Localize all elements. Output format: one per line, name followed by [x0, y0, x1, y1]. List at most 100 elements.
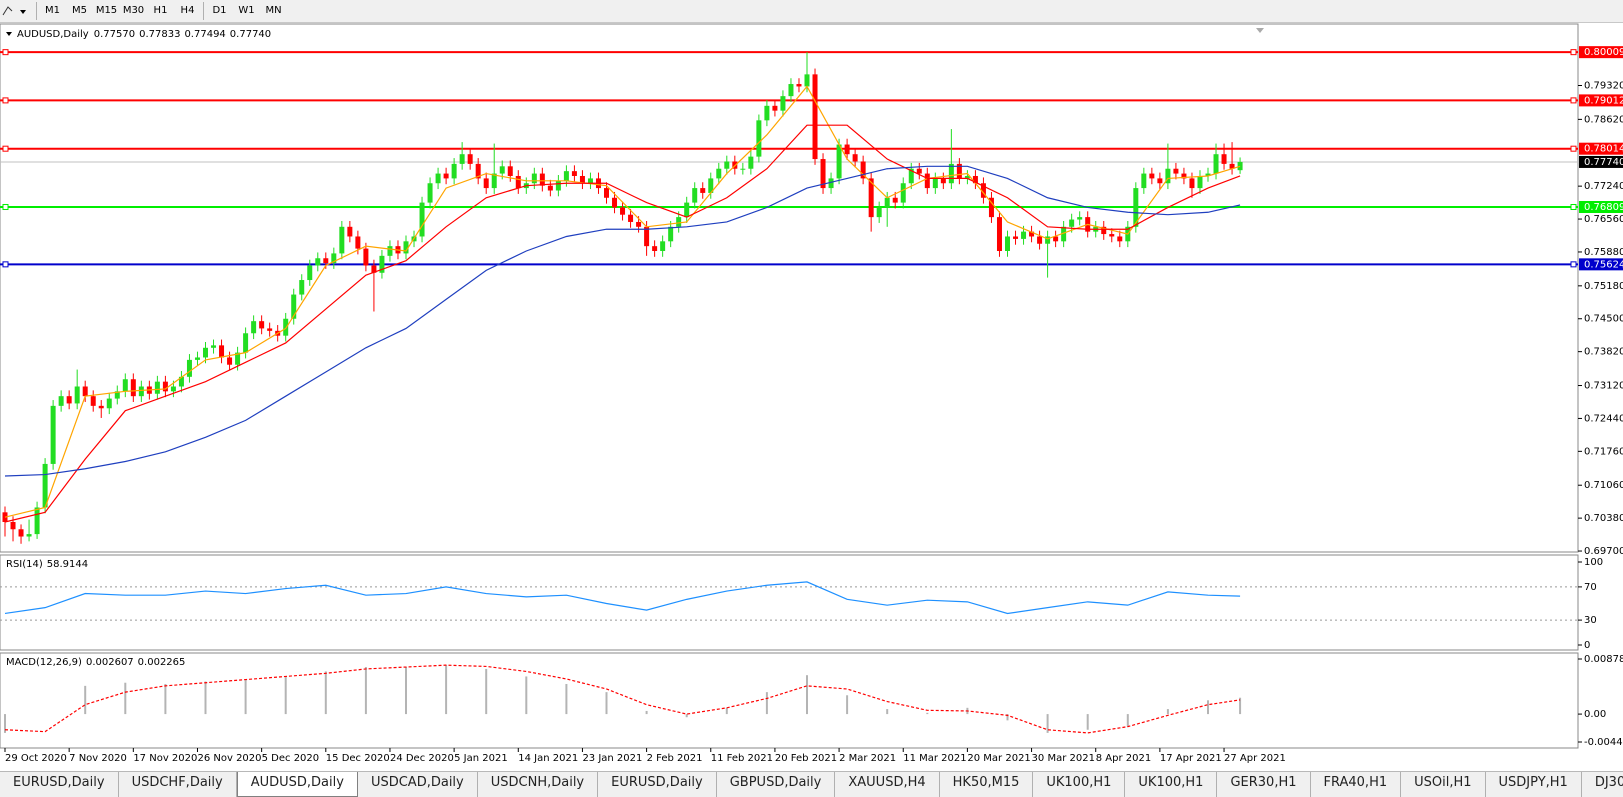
candle-body — [555, 180, 561, 191]
candle-body — [1221, 154, 1227, 164]
y-tick-label: 0.77240 — [1584, 181, 1623, 192]
candle-body — [684, 202, 690, 218]
candle-body — [628, 214, 634, 222]
macd-panel — [0, 652, 1579, 749]
chart-tab[interactable]: XAUUSD,H4 — [835, 772, 940, 797]
chart-tab[interactable]: USDCAD,Daily — [358, 772, 478, 797]
candle-body — [940, 178, 946, 184]
macd-title: MACD(12,26,9) — [6, 657, 82, 668]
candle-body — [660, 241, 666, 251]
level-label: 0.78014 — [1584, 144, 1623, 155]
candle-body — [1061, 226, 1067, 242]
separator — [203, 2, 204, 20]
candle-body — [1229, 163, 1235, 169]
chart-header: AUDUSD,Daily 0.77570 0.77833 0.77494 0.77740 — [17, 29, 271, 40]
candle-body — [668, 226, 674, 242]
chart-tab[interactable]: UK100,H1 — [1033, 772, 1126, 797]
timeframe-button[interactable]: H4 — [180, 5, 195, 16]
candle-body — [547, 185, 553, 191]
chart-tab[interactable]: HK50,M15 — [940, 772, 1034, 797]
candle-body — [499, 166, 505, 174]
candle-body — [708, 178, 714, 193]
moving-average — [4, 85, 1241, 518]
chart-tab[interactable]: UK100,H1 — [1125, 772, 1218, 797]
timeframe-button[interactable]: W1 — [238, 5, 255, 16]
chart-tab[interactable]: GER30,H1 — [1217, 772, 1311, 797]
candle-body — [796, 84, 802, 87]
candle-body — [475, 163, 481, 179]
timeframe-button[interactable]: MN — [265, 5, 282, 16]
timeframe-toolbar: M1 M5 M15 M30 H1 H4 D1 W1 MN — [0, 0, 1623, 23]
symbol: AUDUSD,Daily — [17, 29, 89, 40]
chart-window: AUDUSD,Daily 0.77570 0.77833 0.77494 0.77740… — [0, 23, 1623, 764]
y-tick-label: 0.69700 — [1584, 546, 1623, 557]
timeframe-button[interactable]: M15 — [95, 5, 118, 16]
candle-body — [299, 280, 305, 295]
y-tick-label: 0.71060 — [1584, 480, 1623, 491]
candle-body — [1021, 231, 1027, 239]
chart-tab[interactable]: GBPUSD,Daily — [717, 772, 836, 797]
chart-tab[interactable]: EURUSD,Daily — [0, 772, 119, 797]
candle-body — [178, 376, 184, 387]
rsi-header: RSI(14) 58.9144 — [6, 559, 88, 570]
candle-body — [988, 197, 994, 218]
chart-tab[interactable]: USOil,H1 — [1401, 772, 1486, 797]
candle-body — [652, 246, 658, 251]
x-tick-label: 17 Apr 2021 — [1160, 753, 1222, 764]
timeframe-button[interactable]: M1 — [45, 5, 60, 16]
candle-body — [716, 168, 722, 179]
x-tick-label: 11 Mar 2021 — [903, 753, 966, 764]
level-anchor — [1570, 261, 1577, 268]
chart-tabs: EURUSD,Daily USDCHF,Daily AUDUSD,Daily USDC… — [0, 771, 1623, 797]
y-tick-label: 0 — [1584, 640, 1590, 651]
candle-body — [1197, 175, 1203, 189]
signal-last: 0.002265 — [138, 657, 186, 668]
separator — [36, 2, 37, 20]
moving-average — [4, 165, 1241, 477]
candle-body — [467, 154, 473, 164]
candle-body — [1117, 236, 1123, 242]
candle-body — [579, 175, 585, 184]
candle-body — [507, 166, 513, 176]
timeframe-button[interactable]: D1 — [212, 5, 227, 16]
candle-body — [868, 178, 874, 218]
candle-body — [620, 207, 626, 215]
x-tick-label: 2 Feb 2021 — [647, 753, 703, 764]
chart-tab[interactable]: USDCHF,Daily — [119, 772, 237, 797]
y-tick-label: 0.75880 — [1584, 247, 1623, 258]
candle-body — [844, 144, 850, 155]
candle-body — [307, 265, 313, 281]
level-label: 0.80009 — [1584, 47, 1623, 58]
candle-body — [748, 156, 754, 169]
candle-body — [186, 359, 192, 377]
x-tick-label: 23 Jan 2021 — [582, 753, 642, 764]
timeframe-button[interactable]: M30 — [122, 5, 145, 16]
x-tick-label: 14 Jan 2021 — [518, 753, 578, 764]
rsi-panel — [0, 554, 1579, 651]
candle-body — [932, 178, 938, 189]
chart-tab[interactable]: AUDUSD,Daily — [236, 772, 358, 797]
candle-body — [451, 163, 457, 179]
chart-tab[interactable]: DJ30,Weekly — [1582, 772, 1623, 797]
candle-body — [860, 161, 866, 179]
chart-tab[interactable]: EURUSD,Daily — [598, 772, 717, 797]
chart-tab[interactable]: USDCNH,Daily — [478, 772, 599, 797]
timeframe-button[interactable]: H1 — [153, 5, 168, 16]
candle-body — [644, 226, 650, 247]
candle-body — [604, 188, 609, 198]
low-quote: 0.77494 — [184, 29, 225, 40]
candle-body — [154, 381, 160, 394]
high-quote: 0.77833 — [139, 29, 180, 40]
candle-body — [812, 74, 818, 160]
candle-body — [459, 154, 465, 164]
candle-body — [1029, 231, 1035, 237]
y-tick-label: -0.00445 — [1584, 737, 1623, 748]
y-tick-label: 0.73820 — [1584, 347, 1623, 358]
candle-body — [1077, 217, 1083, 220]
level-label: 0.79012 — [1584, 95, 1623, 106]
candle-body — [98, 405, 104, 409]
toolbar-icon[interactable] — [0, 1, 34, 21]
timeframe-button[interactable]: M5 — [72, 5, 87, 16]
chart-tab[interactable]: FRA40,H1 — [1311, 772, 1402, 797]
chart-tab[interactable]: USDJPY,H1 — [1486, 772, 1582, 797]
